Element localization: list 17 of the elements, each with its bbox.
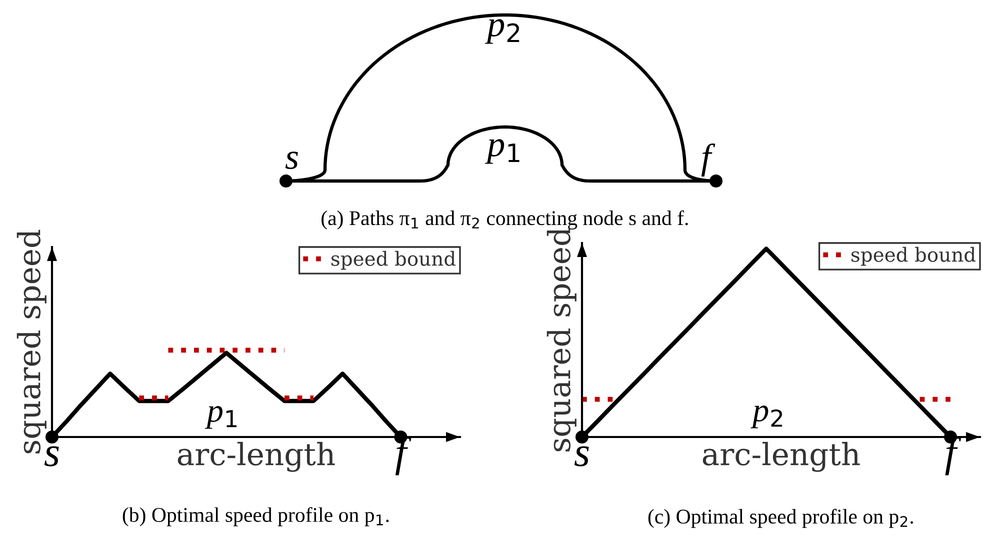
text: (c) Optimal speed profile on p$_{2}$. (648, 508, 913, 528)
text: f (701, 143, 716, 177)
text: (a) Paths π$_{1}$ and π$_{2}$ connecting node s and f. (322, 210, 688, 230)
x-tick-label: s (44, 446, 59, 466)
x-tick-label: s (574, 446, 589, 466)
annotation: p$_{2}$ (750, 406, 782, 428)
legend-label: speed bound (331, 250, 456, 270)
text: s (285, 152, 298, 170)
x-axis-title: arc-length (178, 442, 335, 472)
text: p$_{2}$ (485, 19, 520, 44)
x-axis-title: arc-length (702, 442, 860, 472)
annotation: p$_{1}$ (204, 406, 237, 429)
text: p$_{1}$ (485, 139, 520, 164)
text: (b) Optimal speed profile on p$_{1}$. (122, 507, 389, 526)
legend-label: speed bound (851, 246, 976, 266)
y-axis-title: squared speed (16, 230, 46, 454)
y-axis-title: squared speed (546, 228, 576, 452)
